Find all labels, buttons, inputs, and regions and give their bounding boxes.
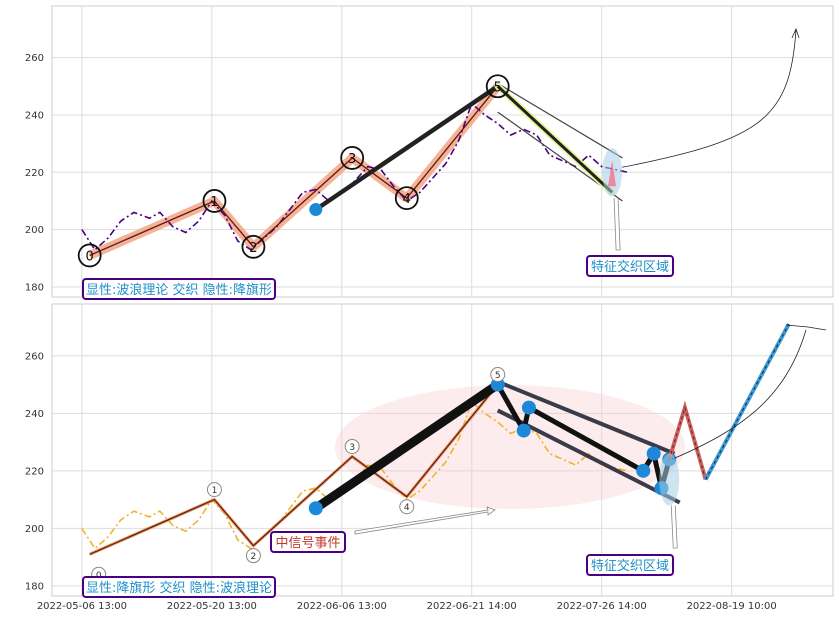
wave-marker [241,234,266,259]
wave-marker [77,243,102,268]
y-tick-label: 180 [25,282,44,293]
annotation-frame [82,576,276,598]
flag-point [636,463,651,478]
zone-label-box: 特征交织区域 [586,554,674,576]
wave-marker [245,548,261,564]
wave-marker [394,186,419,210]
y-tick-label: 220 [25,466,44,477]
signal-label-text: 中信号事件 [275,536,340,551]
zone-label-text: 特征交织区域 [591,558,669,574]
wave-label: 3 [348,152,356,167]
wave-marker [485,74,510,99]
wave-label: 0 [96,571,102,581]
annotation-text: 显性:降旗形 交织 隐性:波浪理论 [86,580,272,596]
trend-line [311,380,503,513]
wave-marker [490,367,506,383]
decline-line [496,85,614,194]
flag-point [646,446,661,461]
zone-label-frame [586,255,674,277]
wave-label: 1 [210,195,218,210]
signal-label-frame [270,531,346,553]
wave-label: 2 [249,241,257,256]
y-tick-label: 200 [25,225,44,236]
wave-marker [340,146,365,170]
zone-label-box: 特征交织区域 [586,255,674,277]
feature-spike [608,160,617,187]
annotation-box: 显性:波浪理论 交织 隐性:降旗形 [82,278,276,300]
wave-label: 2 [251,552,257,562]
wave-label: 1 [212,486,218,496]
curved-arrow-head [791,27,800,39]
y-tick-label: 240 [25,110,44,121]
channel-upper [497,82,623,159]
trend-start-point [308,501,323,516]
wave-label: 4 [404,503,410,513]
wave-label: 5 [495,371,501,381]
wave-line [89,384,499,555]
zone-label-text: 特征交织区域 [591,259,669,275]
y-tick-label: 260 [25,53,44,64]
x-tick-label: 2022-06-06 13:00 [297,601,387,612]
y-tick-label: 240 [25,409,44,420]
wave-marker [399,499,415,515]
wave-label: 5 [494,80,502,95]
wave-label: 4 [403,192,411,207]
wave-line [89,85,499,256]
trend-line [313,84,500,212]
wave-marker [344,438,360,454]
curved-arrow [622,29,797,168]
annotation-box: 显性:降旗形 交织 隐性:波浪理论 [82,576,276,598]
wave-marker [202,189,227,213]
y-tick-label: 260 [25,351,44,362]
trend-start-point [309,203,323,217]
x-tick-label: 2022-07-26 14:00 [557,601,647,612]
x-tick-label: 2022-05-06 13:00 [37,601,127,612]
projection-blue-dash [705,323,790,480]
feature-zone [659,453,680,506]
zone-pointer [670,505,678,549]
x-axis: 2022-05-06 13:00 2022-05-20 13:00 2022-06-… [37,601,777,612]
price-series-line [81,400,628,550]
annotation-text: 显性:波浪理论 交织 隐性:降旗形 [86,282,272,298]
flag-upper-line [496,379,676,456]
y-tick-label: 220 [25,168,44,179]
wave-label: 3 [349,443,355,453]
signal-arrow [354,506,496,535]
x-tick-label: 2022-08-19 10:00 [687,601,777,612]
y-tick-label: 180 [25,581,44,592]
plot-frame [51,303,834,597]
wave-marker [206,482,222,498]
y-tick-label: 200 [25,524,44,535]
zone-label-frame [586,554,674,576]
curved-arrow [671,329,807,460]
flag-point [516,423,531,438]
x-tick-label: 2022-06-21 14:00 [427,601,517,612]
wave-label: 0 [86,249,94,264]
zone-pointer [613,198,621,251]
flag-point [521,400,536,415]
curved-arrow-head [785,324,827,331]
projection-red-dash [668,405,707,480]
x-tick-label: 2022-05-20 13:00 [167,601,257,612]
annotation-frame [82,278,276,300]
signal-label-box: 中信号事件 [270,531,346,553]
